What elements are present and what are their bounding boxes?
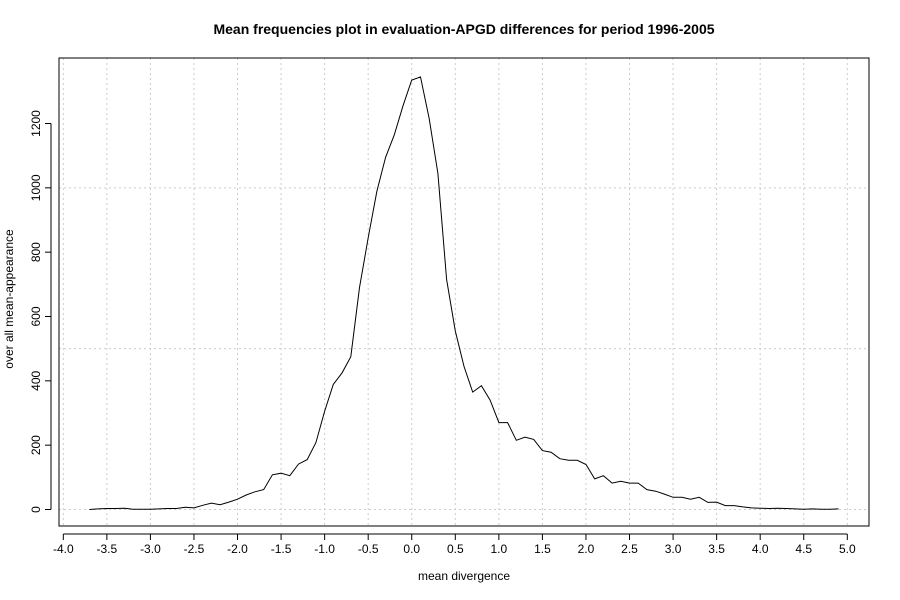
x-tick-label: 3.0	[665, 542, 682, 556]
y-tick-label: 200	[29, 435, 43, 455]
y-tick-label: 600	[29, 306, 43, 326]
y-tick-label: 400	[29, 371, 43, 391]
x-tick-label: 5.0	[839, 542, 856, 556]
x-tick-label: 2.0	[578, 542, 595, 556]
y-axis-label: over all mean-appearance	[2, 229, 16, 369]
x-tick-label: 1.5	[534, 542, 551, 556]
x-tick-label: -1.5	[271, 542, 292, 556]
series-line	[89, 76, 839, 510]
y-tick-label: 0	[29, 506, 43, 513]
gridlines	[59, 58, 869, 526]
x-tick-label: 4.5	[795, 542, 812, 556]
plot-frame	[58, 57, 870, 527]
axes: -4.0 -3.5 -3.0 -2.5 -2.0 -1.5 -1.0 -0.5 0.0 0.5 1.…	[29, 110, 856, 556]
x-tick-label: -2.0	[227, 542, 248, 556]
x-tick-label: -0.5	[358, 542, 379, 556]
x-tick-label: -3.0	[140, 542, 161, 556]
x-tick-label: -2.5	[184, 542, 205, 556]
x-tick-label: 2.5	[621, 542, 638, 556]
x-tick-label: 1.0	[491, 542, 508, 556]
y-tick-label: 1000	[29, 174, 43, 201]
x-tick-label: -1.0	[314, 542, 335, 556]
x-tick-label: -4.0	[53, 542, 74, 556]
x-axis-label: mean divergence	[417, 569, 511, 583]
y-tick-label: 1200	[29, 110, 43, 137]
x-tick-label: 0.0	[403, 542, 420, 556]
chart-title: Mean frequencies plot in evaluation-APGD…	[213, 21, 715, 37]
x-tick-label: -3.5	[97, 542, 118, 556]
x-tick-label: 0.5	[447, 542, 464, 556]
x-tick-label: 3.5	[708, 542, 725, 556]
y-tick-label: 800	[29, 242, 43, 262]
x-tick-label: 4.0	[752, 542, 769, 556]
